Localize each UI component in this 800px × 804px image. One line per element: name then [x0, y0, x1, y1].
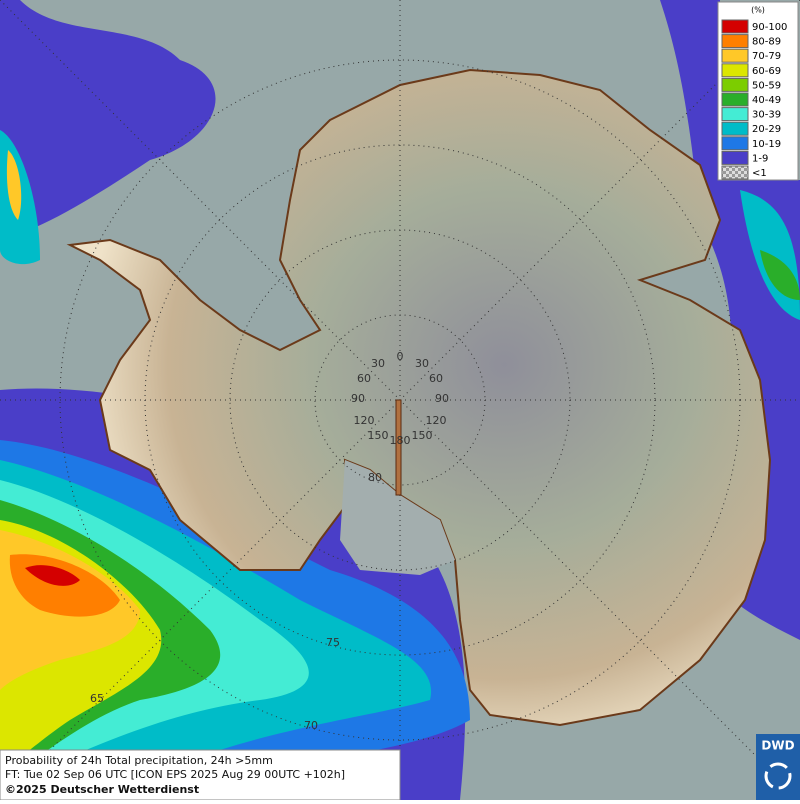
legend-label: 50-59: [752, 80, 781, 91]
legend-label: 10-19: [752, 139, 781, 150]
graticule-label: 30: [415, 357, 429, 370]
legend: (%) 90-100 80-89 70-79 60-69 50-59 40-49 30-39…: [717, 1, 799, 181]
graticule-label: 65: [90, 692, 104, 705]
graticule-label: 70: [304, 719, 318, 732]
graticule-label: 90: [435, 392, 449, 405]
legend-swatch: [721, 48, 749, 63]
graticule-label: 120: [354, 414, 375, 427]
graticule-label: 180: [390, 434, 411, 447]
meridian-marker: [395, 399, 402, 496]
legend-swatch: [721, 150, 749, 165]
logo-text: DWD: [761, 739, 794, 753]
legend-label: 1-9: [752, 153, 768, 164]
graticule-label: 30: [371, 357, 385, 370]
graticule-label: 60: [429, 372, 443, 385]
caption-line: ©2025 Deutscher Wetterdienst: [5, 783, 199, 796]
legend-swatch: [721, 121, 749, 136]
graticule-label: 60: [357, 372, 371, 385]
logo: DWD: [756, 734, 800, 800]
graticule-label: 80: [368, 471, 382, 484]
legend-label: 70-79: [752, 51, 781, 62]
legend-swatch: [721, 77, 749, 92]
caption: Probability of 24h Total precipitation, …: [0, 749, 401, 801]
ice-shelf: [340, 460, 455, 575]
legend-swatch: [721, 63, 749, 78]
legend-label: 40-49: [752, 95, 781, 106]
caption-line: Probability of 24h Total precipitation, …: [5, 754, 273, 767]
graticule-label: 75: [326, 636, 340, 649]
graticule-label: 0: [397, 350, 404, 363]
graticule-label: 150: [368, 429, 389, 442]
caption-line: FT: Tue 02 Sep 06 UTC [ICON EPS 2025 Aug…: [5, 768, 345, 781]
legend-title: (%): [751, 6, 765, 15]
legend-swatch: [721, 107, 749, 122]
legend-label: <1: [752, 168, 767, 179]
legend-label: 80-89: [752, 37, 781, 48]
legend-swatch: [721, 34, 749, 49]
graticule-label: 150: [412, 429, 433, 442]
legend-swatch: [721, 165, 749, 180]
graticule-label: 90: [351, 392, 365, 405]
legend-swatch: [721, 19, 749, 34]
legend-label: 20-29: [752, 124, 781, 135]
legend-swatch: [721, 92, 749, 107]
legend-label: 60-69: [752, 66, 781, 77]
legend-label: 30-39: [752, 110, 781, 121]
legend-label: 90-100: [752, 22, 787, 33]
graticule-label: 120: [426, 414, 447, 427]
legend-swatch: [721, 136, 749, 151]
